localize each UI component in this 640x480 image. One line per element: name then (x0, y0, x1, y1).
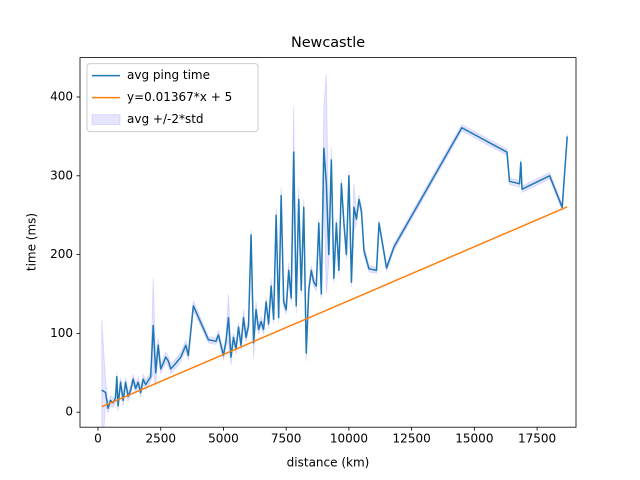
chart-title: Newcastle (291, 35, 365, 51)
legend-label: y=0.01367*x + 5 (127, 90, 232, 104)
x-tick-label: 7500 (271, 432, 302, 446)
y-tick-label: 100 (50, 326, 73, 340)
x-tick-label: 0 (94, 432, 102, 446)
y-tick-label: 300 (50, 168, 73, 182)
axes-frame (79, 57, 577, 428)
x-axis-label: distance (km) (287, 456, 370, 470)
legend-box (86, 63, 259, 133)
x-tick-label: 15000 (455, 432, 493, 446)
y-tick-label: 0 (65, 405, 73, 419)
x-tick-label: 5000 (208, 432, 239, 446)
y-axis-label: time (ms) (25, 213, 39, 271)
series-line (101, 206, 568, 408)
legend-swatch (91, 114, 121, 126)
y-tick-label: 200 (50, 247, 73, 261)
x-tick-label: 10000 (330, 432, 368, 446)
x-tick-label: 17500 (518, 432, 556, 446)
y-tick-label: 400 (50, 90, 73, 104)
x-tick-label: 12500 (393, 432, 431, 446)
legend-label: avg +/-2*std (127, 112, 204, 126)
x-tick-label: 2500 (145, 432, 176, 446)
series-line (101, 126, 568, 410)
legend-label: avg ping time (127, 68, 210, 82)
plot-area (101, 73, 568, 428)
